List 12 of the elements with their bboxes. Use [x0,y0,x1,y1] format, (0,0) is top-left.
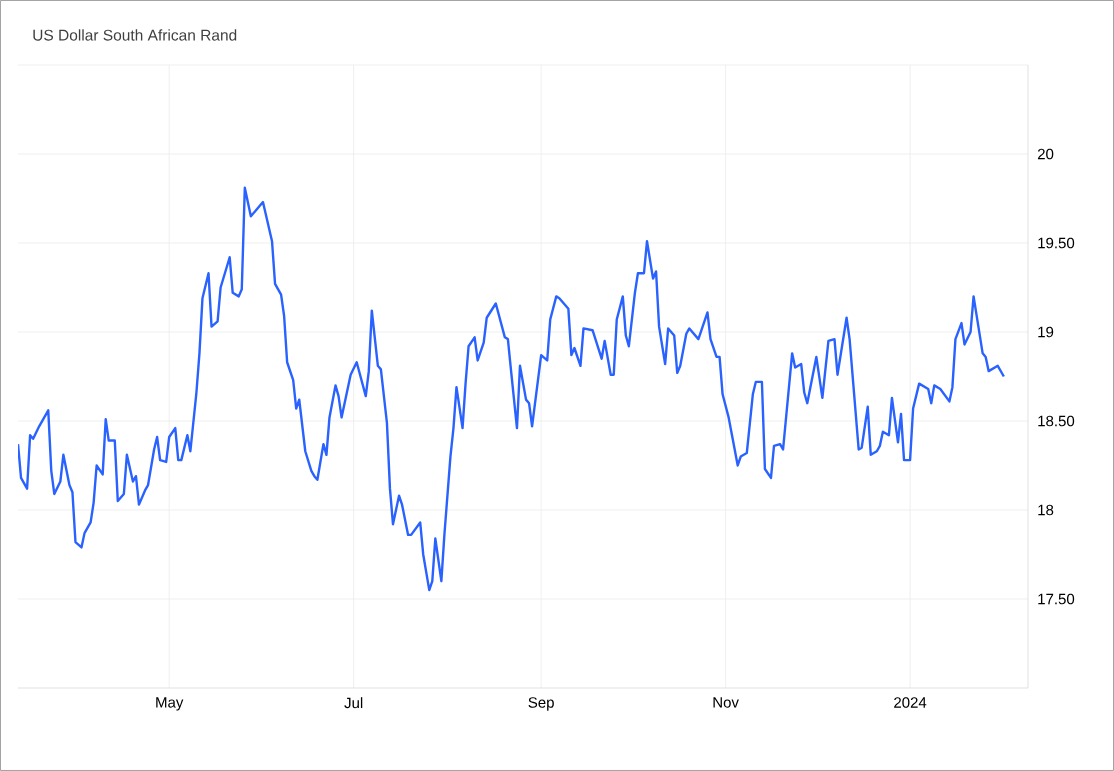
y-tick-label: 19 [1038,326,1054,338]
x-tick-label: Jul [344,697,363,709]
y-tick-label: 17.50 [1038,593,1075,605]
y-tick-label: 20 [1037,148,1054,160]
x-tick-label: May [156,697,184,711]
x-tick-label: Sep [528,697,554,711]
x-tick-label: Nov [713,697,739,708]
chart-title: US Dollar South African Rand [33,29,237,41]
y-tick-label: 19.50 [1038,237,1075,249]
x-tick-label: 2024 [894,697,927,708]
y-tick-label: 18.50 [1038,415,1075,427]
y-tick-label: 18 [1038,504,1054,516]
